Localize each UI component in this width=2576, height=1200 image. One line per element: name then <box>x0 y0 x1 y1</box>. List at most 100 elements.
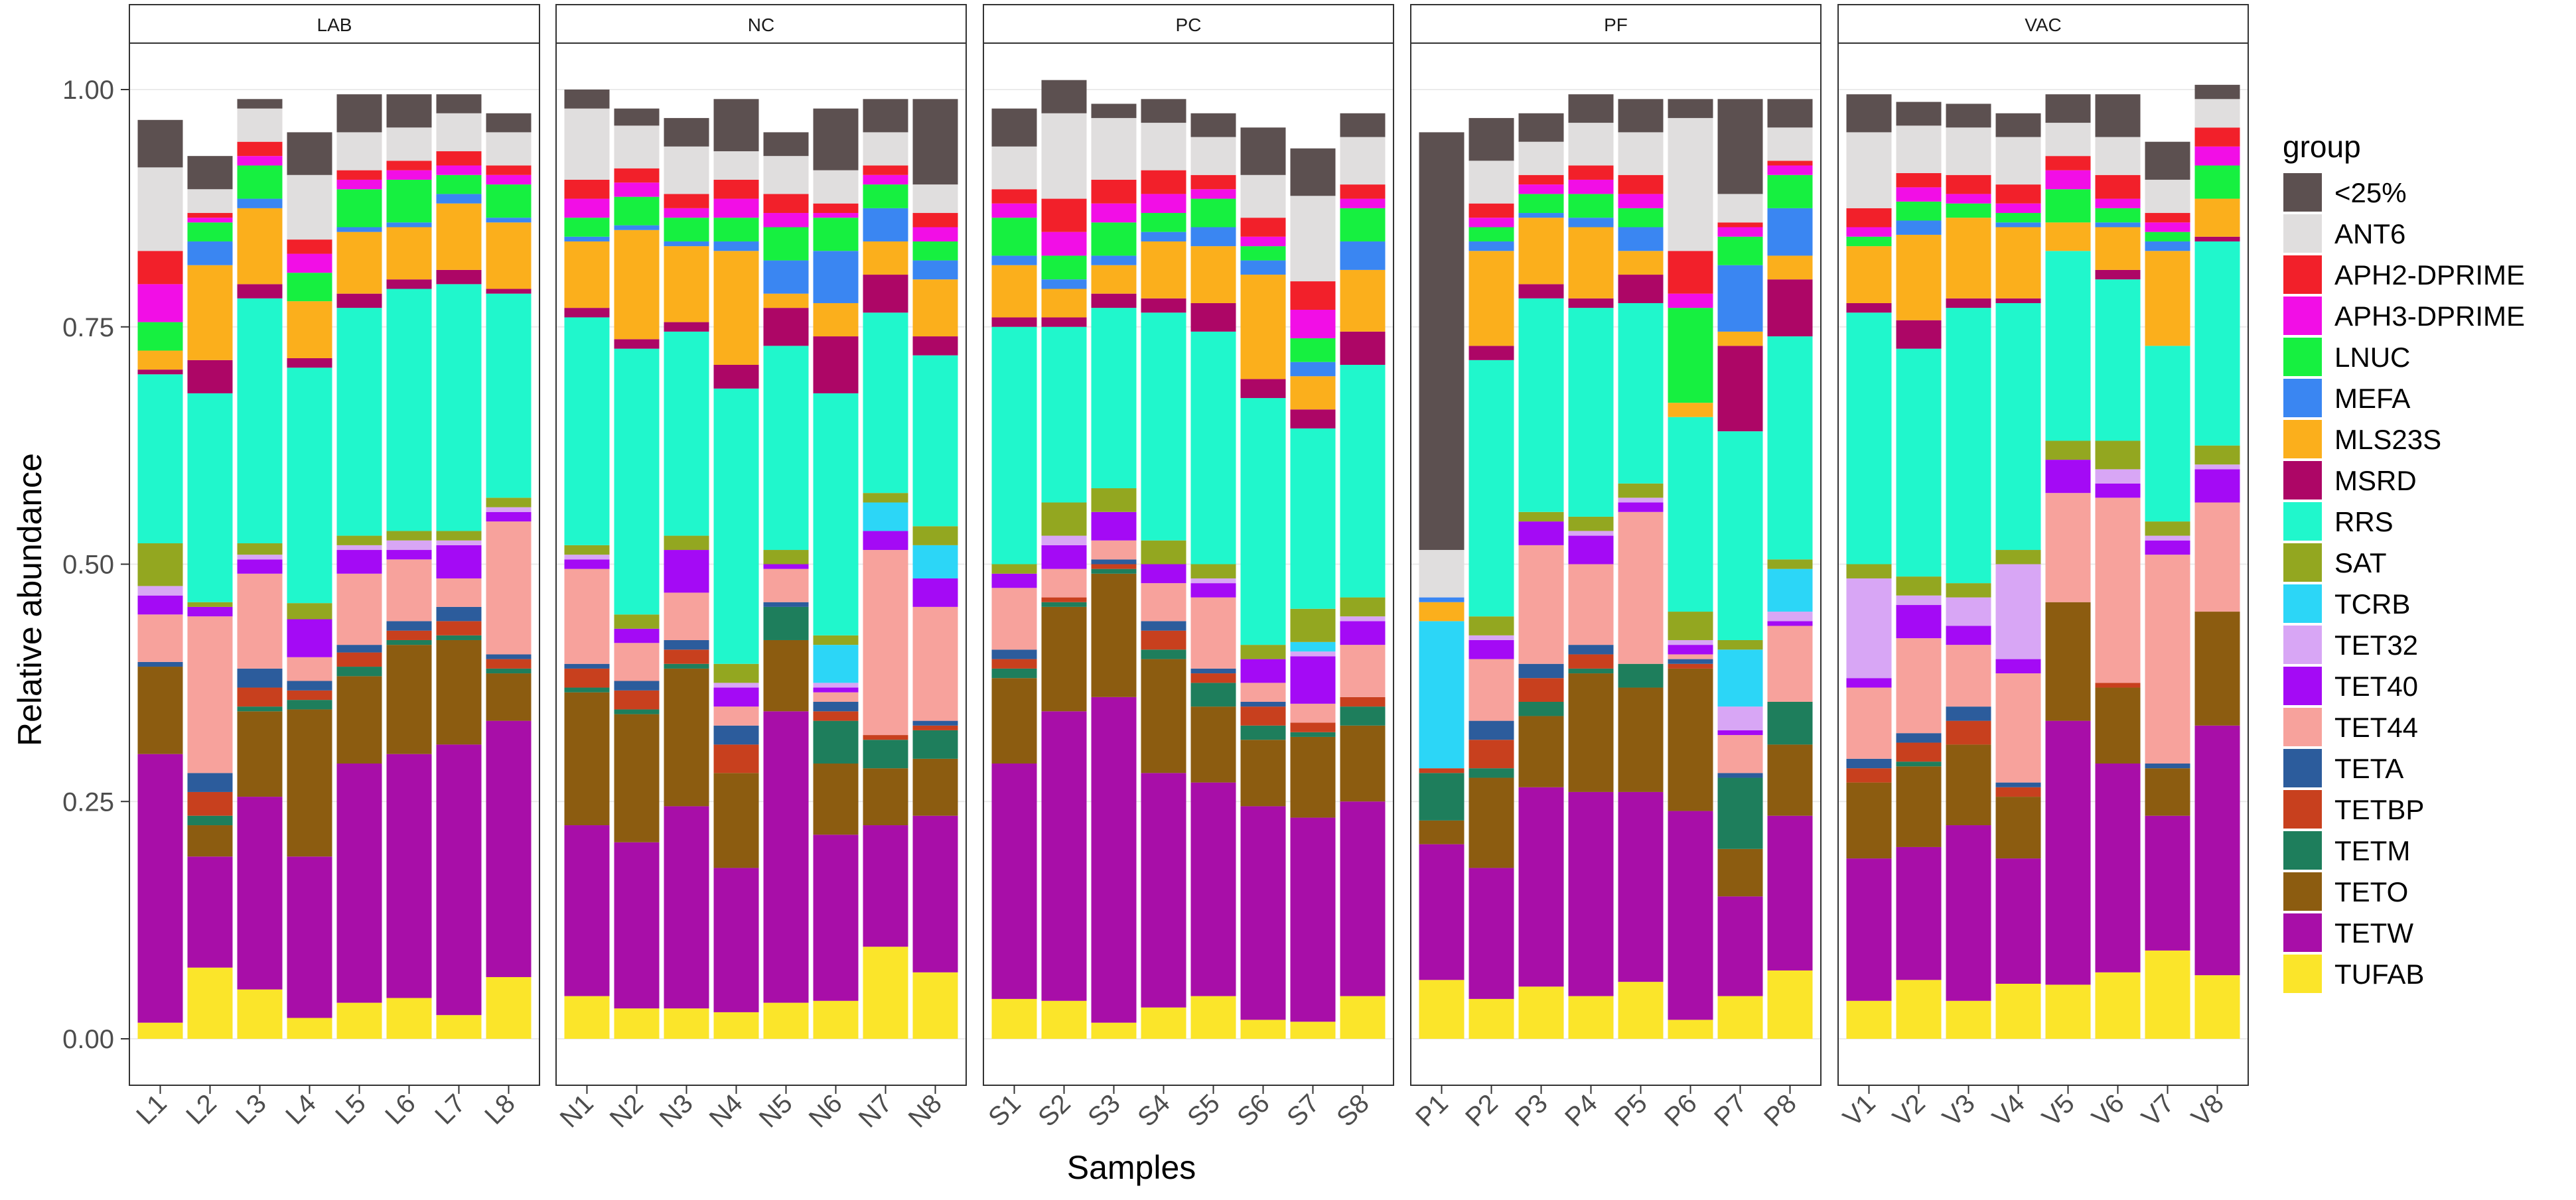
bar-segment-p3-msrd <box>1518 284 1564 299</box>
bar-segment-p6-lnuc <box>1668 308 1713 403</box>
bar-segment-n1-aph3-dprime <box>564 198 610 218</box>
bar-segment-n7-tet40 <box>863 531 908 551</box>
bar-segment-p3-tetbp <box>1518 678 1564 702</box>
bar-segment-s2-tetm <box>1041 602 1087 607</box>
bar-segment-n6-tetbp <box>813 711 859 721</box>
bar-segment-v1-tufab <box>1846 1000 1892 1039</box>
bar-segment-p8-aph3-dprime <box>1767 165 1813 175</box>
bar-segment-v8-tet40 <box>2194 469 2240 503</box>
bar-segment-l5-tetm <box>336 667 382 677</box>
bar-segment-l2-tet44 <box>187 616 233 773</box>
bar-segment-l3-tetbp <box>237 687 283 707</box>
bar-segment-p8-teto <box>1767 744 1813 816</box>
bar-segment-v7-rrs <box>2145 346 2190 522</box>
bar-segment-v8-tetw <box>2194 725 2240 976</box>
bar-segment-n6-tet40 <box>813 687 859 693</box>
bar-segment-p4-tetbp <box>1568 654 1614 669</box>
bar-segment-v1-tet44 <box>1846 687 1892 759</box>
bar-segment-s3--25- <box>1091 103 1137 118</box>
bar-segment-v1--25- <box>1846 94 1892 133</box>
legend-key <box>2282 377 2323 419</box>
bar-segment-s3-ant6 <box>1091 117 1137 180</box>
bar-segment-n6-teta <box>813 701 859 712</box>
bar-segment-n4-tufab <box>713 1012 759 1039</box>
bar-segment-l4-msrd <box>287 358 332 368</box>
bar-segment-s1--25- <box>991 108 1037 147</box>
bar-segment-p3-tet44 <box>1518 545 1564 664</box>
bar-segment-n4-tet32 <box>713 683 759 688</box>
bar-segment-p8-tet32 <box>1767 612 1813 622</box>
bar-segment-p4-tet40 <box>1568 535 1614 565</box>
bar-segment-l4-tet44 <box>287 657 332 681</box>
bar-segment-s3-tufab <box>1091 1022 1137 1039</box>
bar-segment-s8-teto <box>1340 725 1386 802</box>
bar-segment-n3--25- <box>664 117 709 147</box>
bar-segment-n1-ant6 <box>564 108 610 180</box>
bar-segment-p4-sat <box>1568 516 1614 531</box>
bar-segment-p8-lnuc <box>1767 174 1813 208</box>
bar-segment-l8-tufab <box>486 976 532 1039</box>
bar-segment-l6-ant6 <box>386 127 432 161</box>
bar-segment-p2-ant6 <box>1468 161 1514 204</box>
bar-segment-v6-lnuc <box>2095 208 2141 223</box>
bar-segment-p6--25- <box>1668 99 1713 118</box>
bar-segment-v4-tet40 <box>1995 659 2041 674</box>
bar-segment-s1-lnuc <box>991 218 1037 256</box>
legend-item: TUFAB <box>2282 953 2424 994</box>
bar-segment-l2-mefa <box>187 241 233 265</box>
bar-segment-n6-aph3-dprime <box>813 213 859 218</box>
bar-segment-p3-aph3-dprime <box>1518 184 1564 194</box>
bar-segment-n4-aph3-dprime <box>713 198 759 218</box>
bar-segment-l7-mls23s <box>436 203 482 270</box>
bar-segment-v2-aph2-dprime <box>1896 172 1942 188</box>
bar-segment-v1-aph2-dprime <box>1846 208 1892 228</box>
bar-segment-v7-ant6 <box>2145 179 2190 214</box>
bar-segment-s7-tcrb <box>1290 641 1336 652</box>
bar-segment-s3-mls23s <box>1091 265 1137 294</box>
bar-segment-s1-teta <box>991 649 1037 659</box>
legend-label: TETW <box>2334 917 2413 949</box>
bar-segment-l1-msrd <box>137 369 183 375</box>
bar-segment-s4-rrs <box>1141 312 1186 541</box>
bar-segment-n7-tcrb <box>863 502 908 531</box>
bar-segment-p3-sat <box>1518 511 1564 522</box>
bar-segment-s8-ant6 <box>1340 137 1386 185</box>
legend-key <box>2282 624 2323 665</box>
bar-segment-l1-teto <box>137 667 183 754</box>
bar-segment-l5-ant6 <box>336 132 382 170</box>
legend-key <box>2282 172 2323 213</box>
bar-segment-p5-lnuc <box>1618 208 1664 228</box>
legend-key <box>2282 912 2323 953</box>
bar-segment-n5-lnuc <box>763 227 809 261</box>
bar-segment-v4-mefa <box>1995 222 2041 228</box>
bar-segment-s4-ant6 <box>1141 123 1186 170</box>
bar-segment-p1-tetw <box>1419 844 1465 980</box>
bar-segment-l2-tufab <box>187 967 233 1039</box>
bar-segment-l8-aph2-dprime <box>486 165 532 175</box>
bar-segment-n4-mls23s <box>713 251 759 365</box>
bar-segment-p4-mls23s <box>1568 227 1614 299</box>
bar-segment-s2-mls23s <box>1041 289 1087 318</box>
bar-segment-l7-mefa <box>436 194 482 204</box>
y-axis: 0.00 0.25 0.50 0.75 1.00 <box>62 43 130 1085</box>
bar-segment-p5-tet44 <box>1618 511 1664 664</box>
bar-segment-l8-lnuc <box>486 184 532 218</box>
facet-strip-label: LAB <box>317 15 352 35</box>
bar-segment-s8-tetbp <box>1340 697 1386 707</box>
bar-segment-n8-teta <box>912 720 958 726</box>
bar-segment-l4-teto <box>287 709 332 857</box>
bar-segment-p7-lnuc <box>1717 236 1763 265</box>
bar-segment-s3-teto <box>1091 573 1137 697</box>
bar-segment-p5-rrs <box>1618 302 1664 484</box>
facet-strip-label: PC <box>1176 15 1202 35</box>
bar-segment-l2--25- <box>187 156 233 190</box>
bar-segment-p7-ant6 <box>1717 194 1763 223</box>
bar-segment-n5-msrd <box>763 308 809 346</box>
bar-segment-v4-tet32 <box>1995 564 2041 659</box>
bar-segment-v3-tetbp <box>1946 720 1991 745</box>
bar-segment-p7-tufab <box>1717 996 1763 1039</box>
bar-segment-v5-tet44 <box>2045 493 2091 602</box>
bar-segment-s7-mefa <box>1290 362 1336 377</box>
bar-segment-s8-mefa <box>1340 241 1386 270</box>
